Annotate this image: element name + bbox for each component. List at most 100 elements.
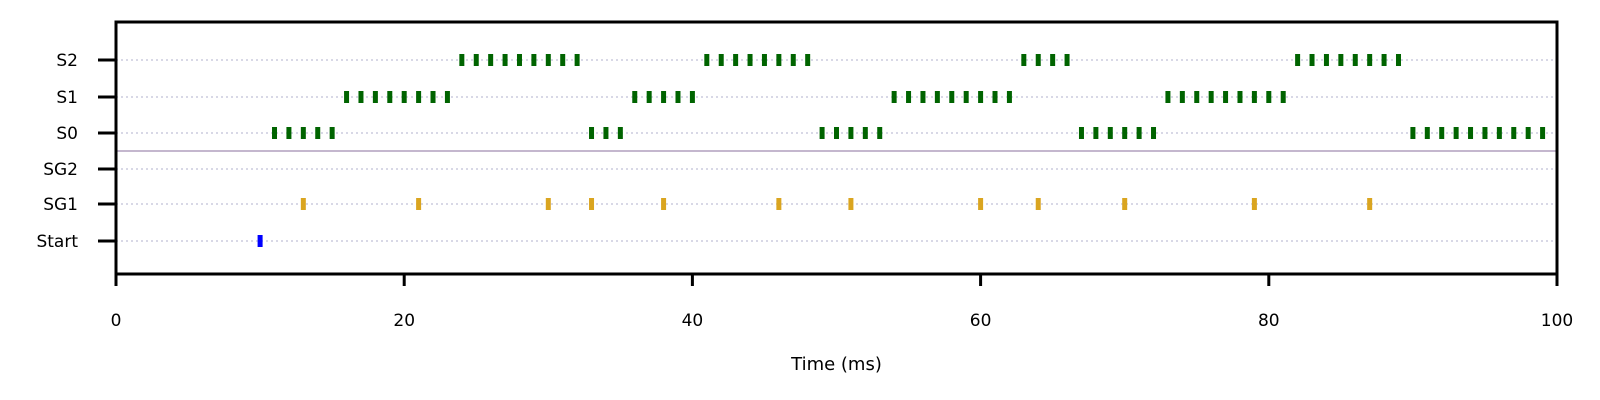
spike-sg1-11 — [1367, 198, 1373, 210]
spike-s2-13 — [761, 54, 767, 66]
spike-s0-8 — [819, 127, 825, 139]
spike-s2-22 — [1309, 54, 1315, 66]
spike-s2-20 — [1064, 54, 1070, 66]
spike-s2-11 — [733, 54, 739, 66]
x-tick-label-40: 40 — [682, 311, 704, 331]
spike-s2-28 — [1395, 54, 1401, 66]
spike-s0-0 — [272, 127, 278, 139]
spike-s2-3 — [502, 54, 508, 66]
spike-s1-22 — [1165, 91, 1171, 103]
spike-s2-7 — [560, 54, 566, 66]
spike-s0-22 — [1453, 127, 1459, 139]
spike-s1-2 — [372, 91, 378, 103]
spike-s2-14 — [776, 54, 782, 66]
spike-s0-25 — [1496, 127, 1502, 139]
spike-sg1-4 — [661, 198, 667, 210]
spike-s0-7 — [617, 127, 623, 139]
spike-s1-19 — [978, 91, 984, 103]
spike-s1-7 — [444, 91, 450, 103]
spike-s0-16 — [1122, 127, 1128, 139]
spike-s2-23 — [1323, 54, 1329, 66]
y-tick-label-s2: S2 — [56, 51, 78, 71]
spike-s1-8 — [632, 91, 638, 103]
spike-s1-12 — [689, 91, 695, 103]
spike-s1-21 — [1006, 91, 1012, 103]
spike-s2-18 — [1035, 54, 1041, 66]
spike-s0-10 — [848, 127, 854, 139]
spike-sg1-1 — [416, 198, 422, 210]
spike-s1-25 — [1208, 91, 1214, 103]
spike-s0-20 — [1424, 127, 1430, 139]
spike-s2-0 — [459, 54, 465, 66]
y-axis: S2 S1 S0 SG2 SG1 Start — [36, 51, 116, 252]
spike-s0-26 — [1511, 127, 1517, 139]
spike-s2-19 — [1050, 54, 1056, 66]
spike-s0-3 — [315, 127, 321, 139]
spike-s2-8 — [574, 54, 580, 66]
spike-s2-10 — [718, 54, 724, 66]
spike-s2-24 — [1338, 54, 1344, 66]
spike-s2-27 — [1381, 54, 1387, 66]
spike-s1-0 — [344, 91, 350, 103]
spike-s2-2 — [488, 54, 494, 66]
spike-s1-26 — [1223, 91, 1229, 103]
x-tick-label-60: 60 — [970, 311, 992, 331]
spike-s1-6 — [430, 91, 436, 103]
spike-s1-14 — [906, 91, 912, 103]
y-tick-label-start: Start — [36, 232, 78, 252]
spike-s1-16 — [934, 91, 940, 103]
spike-s1-4 — [401, 91, 407, 103]
spike-s1-18 — [963, 91, 969, 103]
spike-s1-17 — [949, 91, 955, 103]
spike-s1-23 — [1179, 91, 1185, 103]
spike-s0-12 — [877, 127, 883, 139]
spike-s0-17 — [1136, 127, 1142, 139]
spike-s2-12 — [747, 54, 753, 66]
spike-s1-24 — [1194, 91, 1200, 103]
spike-s0-9 — [834, 127, 839, 139]
spike-s2-9 — [704, 54, 710, 66]
spike-s1-20 — [992, 91, 998, 103]
spike-s1-28 — [1251, 91, 1257, 103]
spike-s1-10 — [661, 91, 667, 103]
spike-s0-4 — [329, 127, 335, 139]
spike-sg1-3 — [589, 198, 595, 210]
spike-s1-11 — [675, 91, 681, 103]
spike-s0-19 — [1410, 127, 1416, 139]
spike-s0-14 — [1093, 127, 1099, 139]
spike-s0-18 — [1151, 127, 1157, 139]
y-tick-label-s0: S0 — [56, 124, 78, 144]
x-tick-label-80: 80 — [1258, 311, 1280, 331]
spike-s1-3 — [387, 91, 393, 103]
spike-s2-21 — [1295, 54, 1301, 66]
spike-s2-17 — [1021, 54, 1027, 66]
spike-s1-27 — [1237, 91, 1243, 103]
spike-s0-13 — [1078, 127, 1084, 139]
spike-s1-15 — [920, 91, 926, 103]
spike-s2-6 — [545, 54, 551, 66]
spike-s2-26 — [1367, 54, 1373, 66]
spike-sg1-10 — [1251, 198, 1257, 210]
spike-sg1-8 — [1035, 198, 1041, 210]
spike-s1-13 — [891, 91, 897, 103]
spike-s0-5 — [589, 127, 595, 139]
spike-s0-28 — [1540, 127, 1546, 139]
spike-sg1-2 — [545, 198, 551, 210]
plot-frame — [114, 20, 1559, 276]
spike-sg1-6 — [848, 198, 854, 210]
spike-sg1-9 — [1122, 198, 1128, 210]
y-tick-label-sg1: SG1 — [43, 195, 78, 215]
spike-sg1-5 — [776, 198, 782, 210]
x-tick-label-0: 0 — [111, 311, 122, 331]
spike-s0-24 — [1482, 127, 1488, 139]
y-tick-label-sg2: SG2 — [43, 160, 78, 180]
spike-s1-29 — [1266, 91, 1272, 103]
spike-s1-9 — [646, 91, 652, 103]
spike-s2-5 — [531, 54, 537, 66]
spike-start-0 — [257, 235, 263, 247]
spike-s2-15 — [790, 54, 796, 66]
spike-s2-1 — [473, 54, 479, 66]
spike-s0-21 — [1439, 127, 1445, 139]
spike-s1-5 — [416, 91, 422, 103]
